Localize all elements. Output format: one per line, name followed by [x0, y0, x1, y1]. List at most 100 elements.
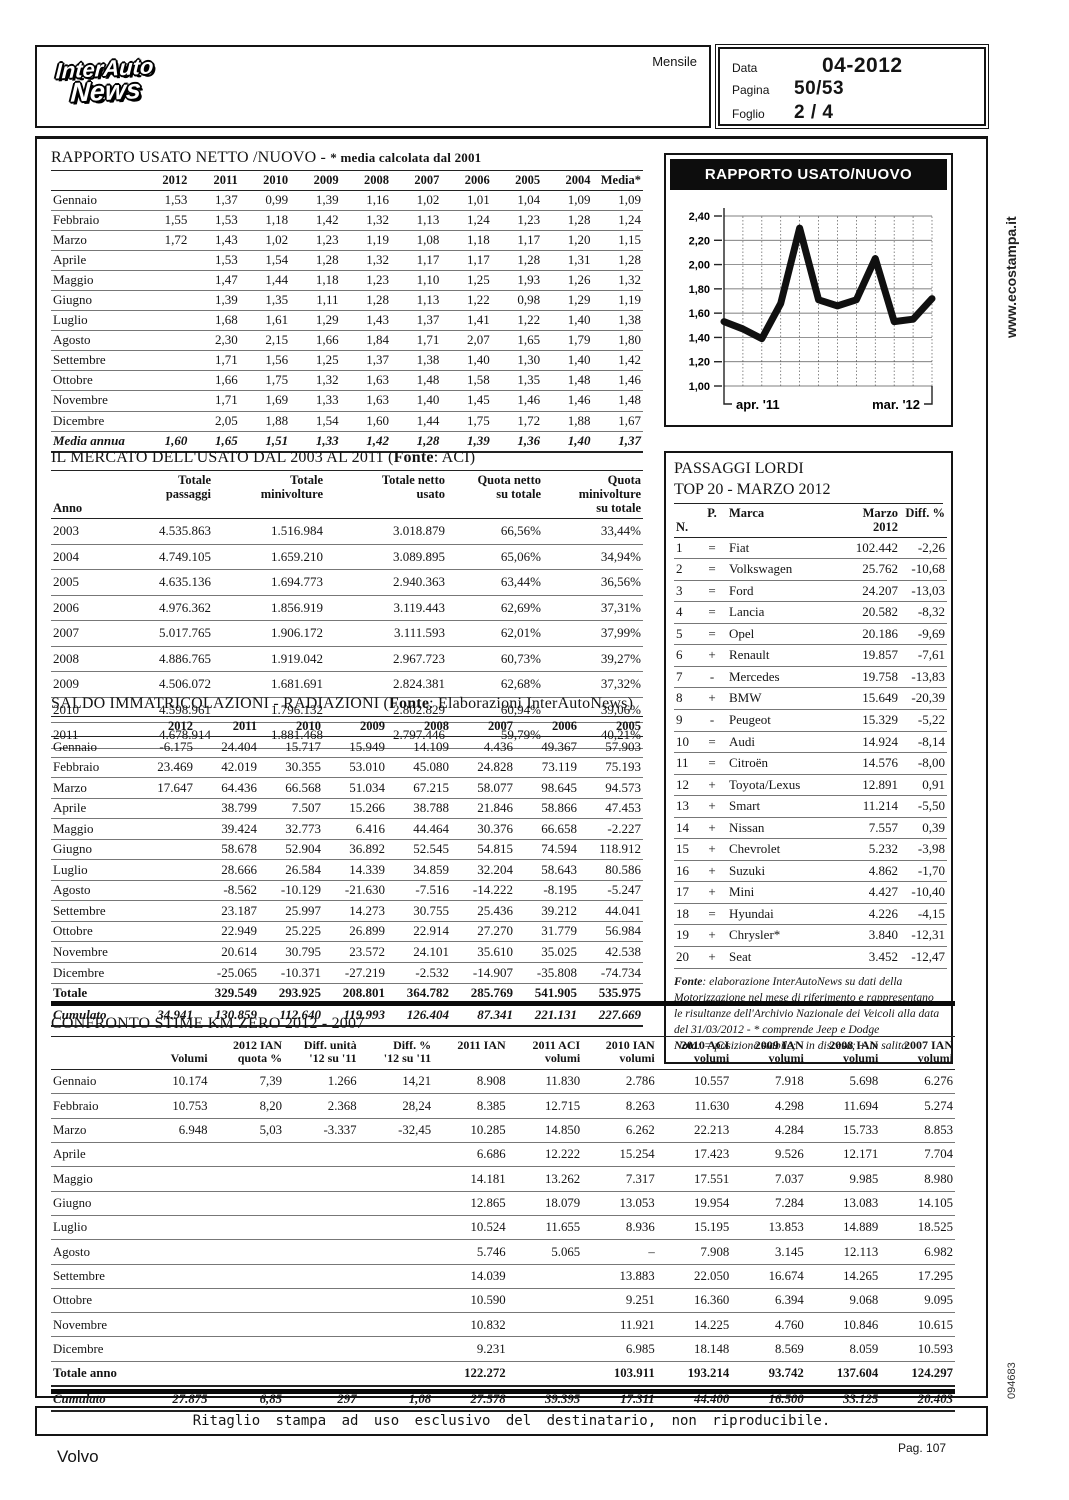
table-row: 2009 4.506.072 1.681.691 2.824.381 62,68% 37,…: [51, 671, 643, 698]
disclaimer-bar: Ritaglio stampa ad uso esclusivo del des…: [35, 1406, 988, 1436]
table-row: Settembre 1,71 1,56 1,25 1,37 1,38 1,40 1,30 1,4…: [51, 350, 643, 372]
column-header: 2006: [515, 716, 579, 737]
table-row: Aprile 1,53 1,54 1,28 1,32 1,17 1,17 1,28 1,31 1,…: [51, 250, 643, 272]
table-row: 2007 5.017.765 1.906.172 3.111.593 62,01% 37,…: [51, 620, 643, 647]
table-row: 3 = Ford 24.207 -13,03: [674, 580, 947, 603]
passaggi-title: PASSAGGI LORDI TOP 20 - MARZO 2012: [674, 459, 943, 504]
logo-line2: News: [69, 74, 142, 109]
data-table: N. P. Marca Marzo 2012 Diff. % 1 = Fiat 102.442-…: [674, 503, 947, 969]
title-post: : ACI): [433, 449, 476, 466]
title-note: * media calcolata dal 2001: [330, 150, 482, 165]
table-row: Gennaio -6.175 24.404 15.717 15.949 14.109 4.4…: [51, 736, 643, 758]
column-header: 2008 IAN volumi: [805, 1036, 881, 1070]
section-title: SALDO IMMATRICOLAZIONI - RADIAZIONI (Fon…: [51, 695, 643, 713]
table-row: Luglio 28.666 26.584 14.339 34.859 32.204 58.6…: [51, 859, 643, 881]
meta-label: Pagina: [732, 83, 770, 97]
column-header: 2011 IAN: [433, 1036, 508, 1070]
table-row: Dicembre 9.231 6.985 18.148 8.569 8.059 10.593: [51, 1336, 955, 1362]
meta-value: 50/53: [794, 78, 845, 99]
table-row: 4 = Lancia 20.582 -8,32: [674, 601, 947, 624]
column-header: 2007 IAN volumi: [880, 1036, 955, 1070]
data-line: [720, 224, 936, 343]
table-header-row: Anno Totale passaggi Totale minivolture Total…: [51, 470, 643, 519]
meta-row-foglio: Foglio 2 / 4: [732, 102, 974, 126]
column-header: 2010 ACI volumi: [656, 1036, 732, 1070]
usato-nuovo-line-chart: 1,00 1,20 1,40 1,60 1,80 2,00 2,20 2,40 apr. '11…: [689, 208, 936, 412]
y-tick-label: 1,00: [689, 381, 710, 393]
table-row: 9- Peugeot 15.329 -5,22: [674, 709, 947, 732]
column-header: N.: [674, 503, 698, 538]
column-header: 2009 IAN volumi: [731, 1036, 806, 1070]
table-row: 2005 4.635.136 1.694.773 2.940.363 63,44% 36,…: [51, 569, 643, 596]
table-row: Febbraio 10.753 8,20 2.368 28,24 8.385 12.715 8…: [51, 1093, 955, 1119]
table-row: Gennaio 1,53 1,37 0,99 1,39 1,16 1,02 1,01 1,04 1…: [51, 190, 643, 212]
meta-value: 2 / 4: [794, 102, 834, 123]
table-row: 17 + Mini 4.427 -10,40: [674, 881, 947, 904]
table-row: 2006 4.976.362 1.856.919 3.119.443 62,69% 37,…: [51, 595, 643, 622]
interautonews-logo: InterAuto News: [54, 53, 154, 109]
table-row: 12 + Toyota/Lexus 12.891 0,91: [674, 774, 947, 797]
table-header-row: 2012 2011 2010 2009 2008 2007 2006 2005: [51, 716, 643, 737]
title-fonte: Fonte: [393, 449, 434, 466]
table-row: 20 + Seat 3.452 -12,47: [674, 946, 947, 969]
fonte-text: : elaborazione InterAutoNews su dati del…: [674, 974, 940, 1037]
y-tick-label: 1,60: [689, 308, 710, 320]
table-header-row: N. P. Marca Marzo 2012 Diff. %: [674, 503, 947, 538]
clipping-meta-box: Data 04-2012 Pagina 50/53 Foglio 2 / 4: [715, 44, 989, 129]
fonte-label: Fonte: [674, 974, 703, 988]
table-row: Novembre 20.614 30.795 23.572 24.101 35.610 35…: [51, 941, 643, 964]
column-header: 2012: [139, 170, 190, 191]
table-row: Agosto 2,30 2,15 1,66 1,84 1,71 2,07 1,65 1,79 1,…: [51, 330, 643, 352]
table-row: Maggio 1,47 1,44 1,18 1,23 1,10 1,25 1,93 1,26 1,…: [51, 270, 643, 292]
table-row: Maggio 39.424 32.773 6.416 44.464 30.376 66.65…: [51, 818, 643, 840]
column-header: 2005: [491, 170, 543, 191]
title-fonte: Fonte: [389, 695, 430, 712]
table-row: Febbraio 1,55 1,53 1,18 1,42 1,32 1,13 1,24 1,23…: [51, 210, 643, 232]
table-row: Marzo 17.647 64.436 66.568 51.034 67.215 58.07…: [51, 777, 643, 799]
meta-label: Foglio: [732, 107, 765, 121]
passaggi-lordi-box: PASSAGGI LORDI TOP 20 - MARZO 2012 N. P. M…: [664, 451, 953, 1064]
meta-row-data: Data 04-2012: [732, 54, 974, 78]
meta-row-pagina: Pagina 50/53: [732, 78, 974, 102]
table-row: Totale anno 122.272 103.911 193.214 93.742 13…: [51, 1360, 955, 1388]
column-header: Marca: [726, 503, 838, 538]
x-end-label: mar. '12: [872, 397, 920, 412]
passaggi-table-mount: N. P. Marca Marzo 2012 Diff. % 1 = Fiat 102.442-…: [674, 503, 947, 969]
section-divider: [51, 1389, 955, 1394]
title-pre: SALDO IMMATRICOLAZIONI - RADIAZIONI (: [51, 695, 390, 712]
column-header: Volumi: [135, 1036, 210, 1070]
table-row: Giugno 1,39 1,35 1,11 1,28 1,13 1,22 0,98 1,29 1,…: [51, 290, 643, 312]
table-row: Agosto 5.746 5.065–7.908 3.145 12.113 6.982: [51, 1239, 955, 1265]
table-row: 5 = Opel 20.186 -9,69: [674, 623, 947, 646]
column-header: 2012: [131, 716, 195, 737]
usato-nuovo-section: RAPPORTO USATO NETTO /NUOVO - * media ca…: [51, 149, 643, 453]
table-row: 16 + Suzuki 4.862 -1,70: [674, 860, 947, 883]
table-row: Novembre 10.832 11.921 14.225 4.760 10.846 10.…: [51, 1312, 955, 1338]
column-header: 2007: [390, 170, 442, 191]
table-row: Maggio 14.181 13.262 7.317 17.551 7.037 9.985 8…: [51, 1166, 955, 1192]
column-header: Totale passaggi: [107, 470, 213, 519]
table-row: 7- Mercedes 19.758 -13,83: [674, 666, 947, 689]
section-title: IL MERCATO DELL'USATO DAL 2003 AL 2011 (…: [51, 449, 643, 467]
ecostampa-watermark: www.ecostampa.it: [1003, 216, 1019, 338]
table-row: Marzo 6.948 5,03 -3.337 -32,45 10.285 14.850 6.…: [51, 1118, 955, 1143]
column-header: Diff. %: [900, 503, 947, 538]
masthead-box: InterAuto News Mensile: [35, 45, 711, 128]
title-post: : Elaborazioni InterAutoNews): [429, 695, 634, 712]
column-header: Marzo 2012: [838, 503, 900, 538]
y-tick-label: 2,00: [689, 260, 710, 272]
table-row: Marzo 1,72 1,43 1,02 1,23 1,19 1,08 1,18 1,17 1,2…: [51, 230, 643, 252]
column-header: Quota minivolture su totale: [543, 470, 643, 519]
clipping-subject: Volvo: [57, 1447, 99, 1466]
column-header: 2009: [290, 170, 341, 191]
table-row: Novembre 1,71 1,69 1,33 1,63 1,40 1,45 1,46 1,46…: [51, 390, 643, 412]
table-row: 2 = Volkswagen 25.762 -10,68: [674, 558, 947, 581]
x-bracket-left: [723, 386, 732, 405]
table-row: Gennaio 10.174 7,39 1.266 14,21 8.908 11.830 2.…: [51, 1069, 955, 1095]
table-row: Giugno 58.678 52.904 36.892 52.545 54.815 74.5…: [51, 839, 643, 861]
y-tick-label: 1,20: [689, 357, 710, 369]
column-header: [51, 1036, 135, 1070]
table-row: 2008 4.886.765 1.919.042 2.967.723 60,73% 39,…: [51, 646, 643, 673]
y-tick-label: 2,20: [689, 235, 710, 247]
